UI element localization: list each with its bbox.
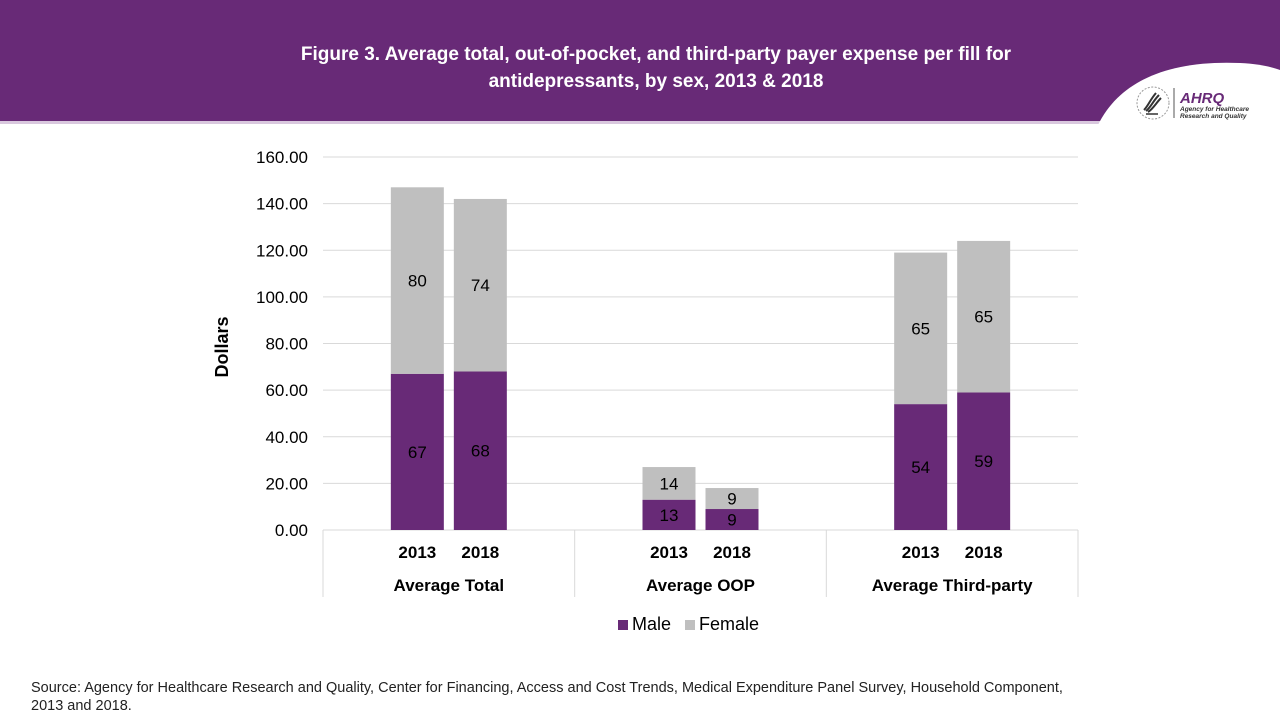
- ahrq-logo: AHRQ Agency for Healthcare Research and …: [1134, 84, 1274, 122]
- bar-male: [453, 371, 507, 530]
- x-group-label: Average Total: [394, 576, 505, 595]
- bar-male: [642, 499, 696, 530]
- data-label-female: 80: [408, 272, 427, 291]
- y-tick-label: 40.00: [265, 428, 308, 447]
- source-note: Source: Agency for Healthcare Research a…: [31, 680, 1063, 714]
- legend-swatch-male: [618, 619, 628, 630]
- bar-male: [894, 404, 948, 530]
- data-label-female: 65: [974, 308, 993, 327]
- x-tick-label: 2018: [965, 543, 1003, 562]
- y-axis-label: Dollars: [212, 316, 232, 377]
- data-label-male: 54: [911, 458, 930, 477]
- x-tick-label: 2013: [398, 543, 436, 562]
- bar-female: [957, 240, 1011, 393]
- bar-female: [390, 187, 444, 374]
- bar-female: [453, 198, 507, 372]
- y-tick-label: 20.00: [265, 474, 308, 493]
- data-label-male: 67: [408, 443, 427, 462]
- ahrq-brand-text: AHRQ: [1179, 90, 1224, 107]
- bar-male: [957, 392, 1011, 530]
- legend: Male Female: [618, 614, 773, 635]
- x-group-label: Average Third-party: [872, 576, 1033, 595]
- data-label-male: 13: [660, 506, 679, 525]
- legend-label-male: Male: [632, 614, 672, 634]
- y-tick-label: 140.00: [256, 195, 308, 214]
- legend-item-male: Male: [618, 614, 671, 635]
- hhs-eagle-icon: [1136, 86, 1170, 120]
- legend-swatch-female: [685, 619, 696, 630]
- data-label-female: 14: [660, 474, 679, 493]
- bar-male: [705, 509, 759, 530]
- y-tick-label: 160.00: [256, 148, 308, 167]
- figure-title-line-1: Figure 3. Average total, out-of-pocket, …: [300, 44, 1012, 65]
- gridlines: [323, 156, 1078, 531]
- legend-label-female: Female: [699, 614, 760, 634]
- x-tick-label: 2018: [461, 543, 499, 562]
- data-label-female: 9: [727, 490, 736, 509]
- x-axis: 2013 2018 Average Total 2013 2018 Average OOP…: [322, 530, 1079, 597]
- y-tick-label: 60.00: [265, 381, 308, 400]
- bar-female: [894, 252, 948, 405]
- data-label-male: 9: [727, 511, 736, 530]
- x-tick-label: 2013: [902, 543, 940, 562]
- data-label-male: 68: [471, 442, 490, 461]
- ahrq-tagline-1: Agency for Healthcare: [1179, 106, 1249, 113]
- y-tick-label: 80.00: [265, 335, 308, 354]
- figure-title-line-2: antidepressants, by sex, 2013 & 2018: [488, 71, 824, 92]
- x-group-label: Average OOP: [646, 576, 755, 595]
- ahrq-tagline-2: Research and Quality: [1180, 113, 1247, 120]
- banner-divider: [0, 121, 1280, 124]
- bar-male: [390, 373, 444, 530]
- bars: 67 80 68 74 13 14 9 9 54 65 59 65: [390, 187, 1011, 530]
- title-banner: [0, 0, 1280, 121]
- y-axis-ticks: 0.00 20.00 40.00 60.00 80.00 100.00 120.00 140.…: [256, 148, 308, 540]
- bar-female: [642, 467, 696, 500]
- figure-title: Figure 3. Average total, out-of-pocket, …: [200, 41, 1112, 95]
- x-tick-label: 2018: [713, 543, 751, 562]
- bar-female: [705, 488, 759, 510]
- data-label-female: 74: [471, 276, 490, 295]
- y-tick-label: 120.00: [256, 241, 308, 260]
- data-label-male: 59: [974, 452, 993, 471]
- y-tick-label: 0.00: [275, 521, 308, 540]
- y-tick-label: 100.00: [256, 288, 308, 307]
- legend-item-female: Female: [685, 614, 759, 635]
- data-label-female: 65: [911, 319, 930, 338]
- x-tick-label: 2013: [650, 543, 688, 562]
